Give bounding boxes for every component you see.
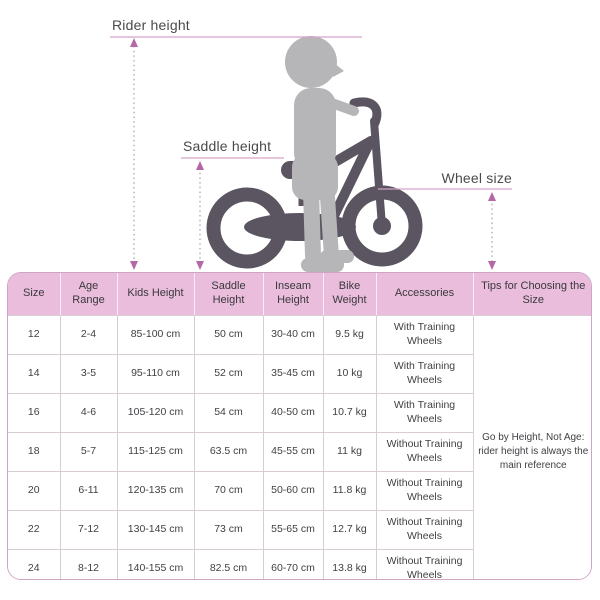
header-kids-height: Kids Height	[116, 273, 194, 316]
header-inseam-height: Inseam Height	[262, 273, 323, 316]
cell-size: 22	[8, 510, 61, 550]
front-fork	[370, 117, 386, 230]
arrow-up-icon	[488, 192, 496, 201]
cell-accessories: Without Training Wheels	[375, 471, 473, 511]
cell-kids-height: 115-125 cm	[116, 432, 195, 472]
cell-bike-weight: 10.7 kg	[322, 393, 377, 433]
cell-size: 16	[8, 393, 61, 433]
cell-bike-weight: 9.5 kg	[322, 315, 377, 355]
cell-inseam-height: 60-70 cm	[262, 549, 324, 579]
bike-measurement-diagram: Rider height Saddle height Wheel size	[0, 0, 600, 272]
arrow-up-icon	[130, 38, 138, 47]
cell-accessories: Without Training Wheels	[375, 549, 473, 579]
table-row: 22 7-12 130-145 cm 73 cm 55-65 cm 12.7 k…	[8, 510, 591, 550]
cell-size: 18	[8, 432, 61, 472]
header-row: Size Age Range Kids Height Saddle Height…	[8, 273, 591, 316]
cell-inseam-height: 55-65 cm	[262, 510, 324, 550]
child-silhouette	[285, 36, 359, 272]
cell-inseam-height: 30-40 cm	[262, 315, 324, 355]
cell-kids-height: 105-120 cm	[116, 393, 195, 433]
cell-inseam-height: 50-60 cm	[262, 471, 324, 511]
cell-accessories: With Training Wheels	[375, 393, 473, 433]
cell-saddle-height: 63.5 cm	[193, 432, 264, 472]
face-nose	[333, 63, 344, 77]
cell-bike-weight: 11.8 kg	[322, 471, 377, 511]
cell-inseam-height: 40-50 cm	[262, 393, 324, 433]
cell-age-range: 6-11	[59, 471, 118, 511]
cell-saddle-height: 50 cm	[193, 315, 264, 355]
cell-age-range: 3-5	[59, 354, 118, 394]
arm	[321, 96, 359, 116]
size-chart: Size Age Range Kids Height Saddle Height…	[8, 273, 591, 579]
cell-accessories: Without Training Wheels	[375, 432, 473, 472]
cell-inseam-height: 35-45 cm	[262, 354, 324, 394]
arrow-down-icon	[130, 261, 138, 270]
cell-bike-weight: 12.7 kg	[322, 510, 377, 550]
cell-inseam-height: 45-55 cm	[262, 432, 324, 472]
cell-age-range: 8-12	[59, 549, 118, 579]
cell-kids-height: 95-110 cm	[116, 354, 195, 394]
cell-saddle-height: 54 cm	[193, 393, 264, 433]
header-tips: Tips for Choosing the Size	[472, 273, 591, 316]
table-row: 20 6-11 120-135 cm 70 cm 50-60 cm 11.8 k…	[8, 471, 591, 511]
helmet-head	[285, 36, 337, 88]
rider-height-measure: Rider height	[110, 17, 362, 270]
cell-accessories: With Training Wheels	[375, 315, 474, 355]
front-leg	[303, 182, 321, 264]
saddle-height-measure: Saddle height	[181, 138, 284, 270]
cell-size: 14	[8, 354, 61, 394]
cell-saddle-height: 82.5 cm	[193, 549, 264, 579]
cell-saddle-height: 73 cm	[193, 510, 264, 550]
cell-bike-weight: 13.8 kg	[322, 549, 377, 579]
header-age-range: Age Range	[59, 273, 117, 316]
cell-accessories: With Training Wheels	[375, 354, 473, 394]
header-bike-weight: Bike Weight	[322, 273, 376, 316]
cell-tips: Go by Height, Not Age: rider height is a…	[472, 315, 591, 579]
saddle-height-label: Saddle height	[183, 138, 271, 154]
cell-age-range: 2-4	[59, 315, 118, 355]
table-row: 18 5-7 115-125 cm 63.5 cm 45-55 cm 11 kg…	[8, 432, 591, 472]
table-row: 24 8-12 140-155 cm 82.5 cm 60-70 cm 13.8…	[8, 549, 591, 579]
table-row: 12 2-4 85-100 cm 50 cm 30-40 cm 9.5 kg W…	[8, 315, 591, 579]
diagram-svg: Rider height Saddle height Wheel size	[110, 17, 512, 272]
wheel-size-measure: Wheel size	[378, 170, 512, 270]
cell-saddle-height: 70 cm	[193, 471, 264, 511]
shorts	[292, 154, 338, 200]
cell-kids-height: 120-135 cm	[116, 471, 195, 511]
cell-accessories: Without Training Wheels	[375, 510, 473, 550]
cell-age-range: 4-6	[59, 393, 118, 433]
table-row: 14 3-5 95-110 cm 52 cm 35-45 cm 10 kg Wi…	[8, 354, 591, 394]
cell-age-range: 5-7	[59, 432, 118, 472]
arrow-down-icon	[196, 261, 204, 270]
cell-size: 24	[8, 549, 61, 579]
cell-size: 20	[8, 471, 61, 511]
bike-size-table: Size Age Range Kids Height Saddle Height…	[7, 272, 592, 580]
header-accessories: Accessories	[375, 273, 473, 316]
cell-age-range: 7-12	[59, 510, 118, 550]
chain-guard	[244, 213, 356, 241]
cell-size: 12	[8, 315, 61, 355]
rider-height-label: Rider height	[112, 17, 190, 33]
torso	[294, 88, 336, 170]
wheel-size-label: Wheel size	[442, 170, 512, 186]
cell-kids-height: 140-155 cm	[116, 549, 195, 579]
arrow-up-icon	[196, 161, 204, 170]
down-tube	[327, 141, 373, 225]
arrow-down-icon	[488, 261, 496, 270]
cell-saddle-height: 52 cm	[193, 354, 264, 394]
back-leg	[319, 182, 339, 257]
header-size: Size	[8, 273, 60, 316]
cell-kids-height: 130-145 cm	[116, 510, 195, 550]
cell-bike-weight: 11 kg	[322, 432, 377, 472]
cell-kids-height: 85-100 cm	[116, 315, 195, 355]
front-foot	[301, 258, 344, 272]
cell-bike-weight: 10 kg	[322, 354, 377, 394]
header-saddle-height: Saddle Height	[193, 273, 263, 316]
